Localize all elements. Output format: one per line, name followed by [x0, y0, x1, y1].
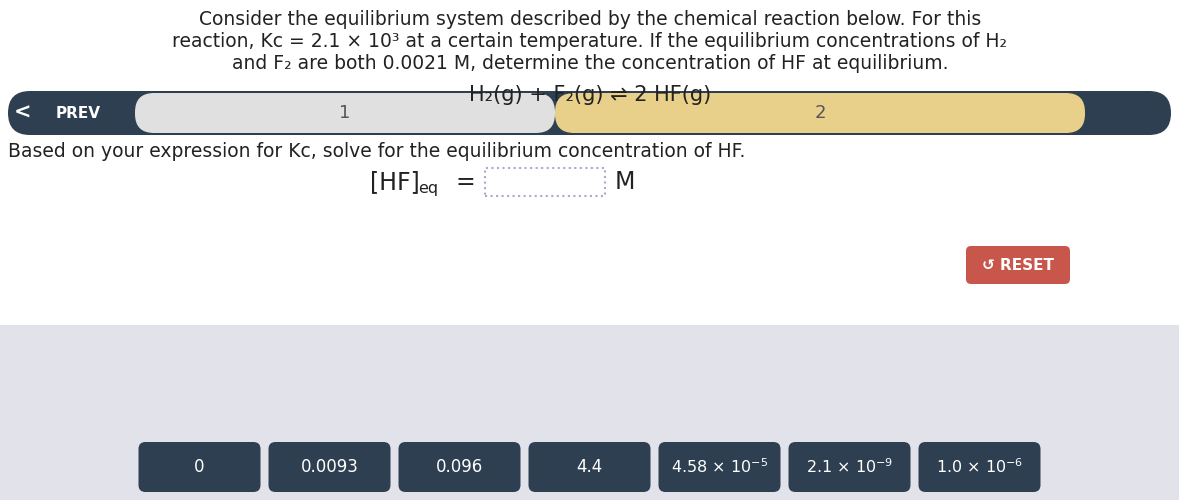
Text: 4.58 × 10$^{-5}$: 4.58 × 10$^{-5}$ [671, 458, 768, 476]
FancyBboxPatch shape [528, 442, 651, 492]
Text: and F₂ are both 0.0021 M, determine the concentration of HF at equilibrium.: and F₂ are both 0.0021 M, determine the … [232, 54, 948, 73]
FancyBboxPatch shape [789, 442, 910, 492]
FancyBboxPatch shape [0, 0, 1179, 325]
Text: 4.4: 4.4 [577, 458, 602, 476]
FancyBboxPatch shape [269, 442, 390, 492]
FancyBboxPatch shape [138, 442, 261, 492]
Text: reaction, Kc = 2.1 × 10³ at a certain temperature. If the equilibrium concentrat: reaction, Kc = 2.1 × 10³ at a certain te… [172, 32, 1008, 51]
FancyBboxPatch shape [8, 91, 1171, 135]
FancyBboxPatch shape [659, 442, 780, 492]
Text: M: M [615, 170, 635, 194]
Text: Based on your expression for Kc, solve for the equilibrium concentration of HF.: Based on your expression for Kc, solve f… [8, 142, 745, 161]
Text: 1.0 × 10$^{-6}$: 1.0 × 10$^{-6}$ [936, 458, 1023, 476]
FancyBboxPatch shape [399, 442, 520, 492]
Text: [HF]: [HF] [370, 170, 420, 194]
Text: <: < [13, 103, 31, 123]
FancyBboxPatch shape [918, 442, 1041, 492]
Text: 2: 2 [815, 104, 825, 122]
FancyBboxPatch shape [136, 93, 555, 133]
Text: =: = [455, 170, 475, 194]
Text: Consider the equilibrium system described by the chemical reaction below. For th: Consider the equilibrium system describe… [199, 10, 981, 29]
Text: PREV: PREV [55, 106, 100, 120]
FancyBboxPatch shape [555, 93, 1085, 133]
Text: ↺ RESET: ↺ RESET [982, 258, 1054, 272]
Text: eq: eq [419, 182, 439, 196]
FancyBboxPatch shape [485, 168, 605, 196]
FancyBboxPatch shape [0, 325, 1179, 500]
Text: 0.0093: 0.0093 [301, 458, 358, 476]
Text: H₂(g) + F₂(g) ⇌ 2 HF(g): H₂(g) + F₂(g) ⇌ 2 HF(g) [469, 85, 711, 105]
Text: 0: 0 [195, 458, 205, 476]
FancyBboxPatch shape [966, 246, 1071, 284]
Text: 1: 1 [340, 104, 350, 122]
Text: 0.096: 0.096 [436, 458, 483, 476]
Text: 2.1 × 10$^{-9}$: 2.1 × 10$^{-9}$ [806, 458, 894, 476]
